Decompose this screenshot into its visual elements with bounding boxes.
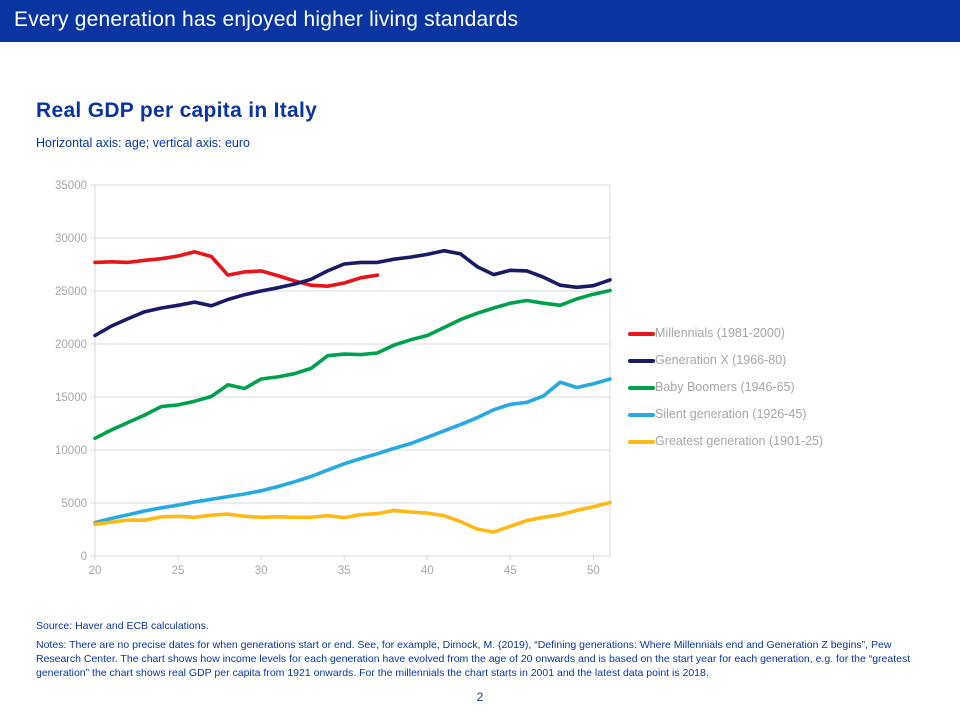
series-line [93, 248, 612, 338]
legend-item: Generation X (1966-80) [628, 347, 823, 374]
plot-border [94, 184, 611, 557]
legend-item: Greatest generation (1901-25) [628, 428, 823, 455]
x-axis-label: 50 [587, 565, 600, 577]
chart-area: 0 5000 10000 15000 20000 25000 30000 35000 20 25 3… [40, 170, 620, 585]
header-title: Every generation has enjoyed higher livi… [14, 8, 519, 31]
x-axis-label: 45 [504, 565, 517, 577]
series-line [93, 377, 612, 525]
legend-line-chip [628, 358, 655, 363]
legend-item: Millennials (1981-2000) [628, 320, 823, 347]
x-axis-label: 35 [338, 565, 351, 577]
legend-label: Generation X (1966-80) [655, 353, 787, 367]
legend-label: Millennials (1981-2000) [655, 326, 785, 340]
legend-item: Silent generation (1926-45) [628, 401, 823, 428]
y-axis-label: 30000 [55, 233, 87, 245]
series-line [93, 500, 612, 534]
chart-title: Real GDP per capita in Italy [36, 99, 318, 122]
x-axis-label: 25 [172, 565, 185, 577]
chart-legend: Millennials (1981-2000) Generation X (196… [628, 320, 823, 455]
legend-line-chip [628, 385, 655, 390]
legend-line-chip [628, 412, 655, 417]
legend-line-chip [628, 439, 655, 444]
series-line [93, 250, 380, 288]
legend-label: Greatest generation (1901-25) [655, 434, 824, 448]
x-axis-label: 40 [421, 565, 434, 577]
notes-text: Notes: There are no precise dates for wh… [36, 639, 911, 679]
legend-label: Silent generation (1926-45) [655, 407, 807, 421]
page-number: 2 [476, 690, 484, 704]
y-axis-label: 15000 [55, 392, 87, 404]
y-axis-label: 0 [81, 551, 87, 563]
y-axis-label: 25000 [55, 286, 87, 298]
legend-line-chip [628, 331, 655, 336]
x-axis-label: 30 [255, 565, 268, 577]
header-bar: Every generation has enjoyed higher livi… [0, 0, 960, 42]
series-line [93, 288, 612, 441]
y-axis-label: 10000 [55, 445, 87, 457]
gdp-line-chart: 0 5000 10000 15000 20000 25000 30000 35000 20 25 3… [55, 180, 612, 577]
y-axis-label: 20000 [55, 339, 87, 351]
source-text: Source: Haver and ECB calculations. [36, 620, 209, 632]
legend-item: Baby Boomers (1946-65) [628, 374, 823, 401]
y-axis-label: 5000 [61, 498, 87, 510]
y-axis-label: 35000 [55, 180, 87, 192]
x-axis-label: 20 [89, 565, 102, 577]
legend-label: Baby Boomers (1946-65) [655, 380, 795, 394]
chart-subtitle: Horizontal axis: age; vertical axis: eur… [36, 136, 250, 150]
